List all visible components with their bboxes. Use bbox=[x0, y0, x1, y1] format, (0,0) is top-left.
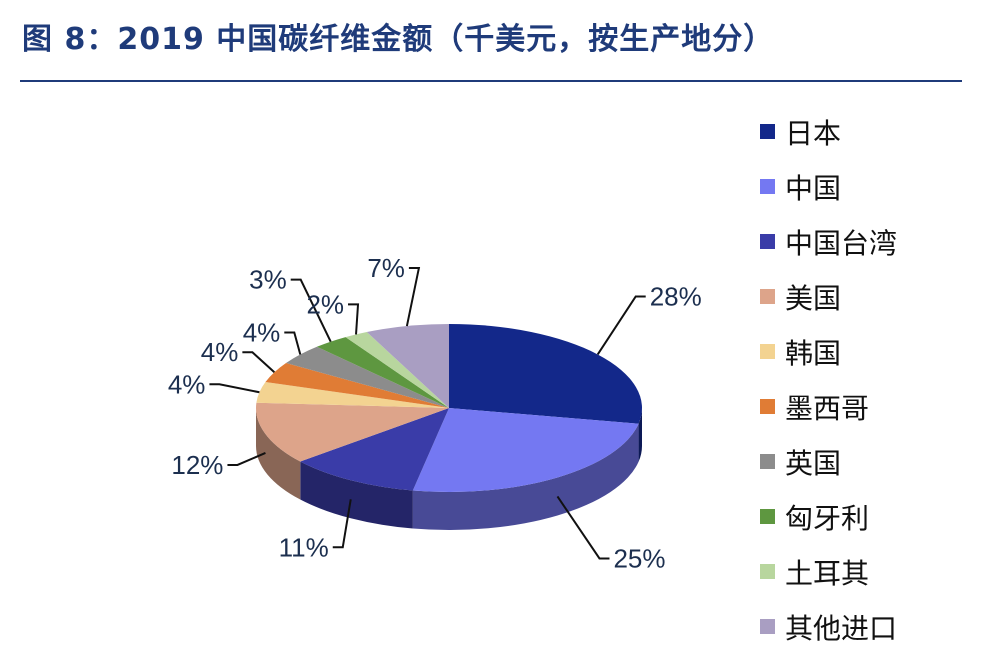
leader-line-美国 bbox=[227, 452, 266, 466]
data-label-英国: 4% bbox=[243, 317, 281, 347]
title-underline bbox=[20, 80, 962, 82]
legend-item: 韩国 bbox=[760, 324, 980, 379]
pie-slice-日本 bbox=[449, 324, 642, 424]
legend-item: 墨西哥 bbox=[760, 379, 980, 434]
leader-line-日本 bbox=[596, 295, 646, 356]
legend-label: 中国 bbox=[785, 171, 842, 205]
legend-item: 中国 bbox=[760, 159, 980, 214]
legend-label: 韩国 bbox=[785, 336, 842, 370]
pie-side-日本 bbox=[638, 408, 642, 462]
legend-swatch bbox=[760, 234, 775, 249]
legend-label: 其他进口 bbox=[785, 611, 898, 645]
legend-swatch bbox=[760, 344, 775, 359]
legend-item: 日本 bbox=[760, 104, 980, 159]
legend-item: 土耳其 bbox=[760, 544, 980, 599]
pie-slice-墨西哥 bbox=[265, 362, 449, 408]
legend-swatch bbox=[760, 454, 775, 469]
pie-slice-中国台湾 bbox=[300, 408, 449, 491]
pie-slice-韩国 bbox=[256, 382, 449, 408]
legend-item: 中国台湾 bbox=[760, 214, 980, 269]
pie-slice-中国 bbox=[412, 408, 639, 492]
pie-side-美国 bbox=[256, 408, 301, 500]
leader-line-墨西哥 bbox=[242, 351, 276, 373]
data-label-中国: 25% bbox=[613, 543, 665, 573]
pie-slice-英国 bbox=[286, 346, 449, 408]
legend-label: 中国台湾 bbox=[785, 226, 898, 260]
legend-item: 匈牙利 bbox=[760, 489, 980, 544]
leader-line-中国台湾 bbox=[332, 499, 352, 549]
legend-swatch bbox=[760, 289, 775, 304]
pie-slice-美国 bbox=[255, 402, 449, 462]
legend-swatch bbox=[760, 564, 775, 579]
legend-swatch bbox=[760, 179, 775, 194]
legend-item: 其他进口 bbox=[760, 599, 980, 654]
pie-slice-土耳其 bbox=[345, 331, 449, 408]
leader-line-韩国 bbox=[209, 383, 260, 394]
pie-leader-lines bbox=[209, 267, 646, 560]
legend-label: 日本 bbox=[785, 116, 842, 150]
pie-slice-匈牙利 bbox=[316, 337, 449, 408]
legend-swatch bbox=[760, 124, 775, 139]
data-label-其他进口: 7% bbox=[367, 253, 405, 283]
data-label-韩国: 4% bbox=[168, 369, 206, 399]
pie-side-中国台湾 bbox=[300, 461, 413, 529]
leader-line-其他进口 bbox=[405, 267, 421, 327]
pie-slice-其他进口 bbox=[366, 324, 449, 408]
legend: 日本中国中国台湾美国韩国墨西哥英国匈牙利土耳其其他进口 bbox=[760, 104, 980, 654]
data-label-匈牙利: 3% bbox=[249, 265, 287, 295]
pie-data-labels: 28%25%11%12%4%4%4%3%2%7% bbox=[168, 253, 702, 573]
legend-item: 英国 bbox=[760, 434, 980, 489]
data-label-美国: 12% bbox=[171, 450, 223, 480]
data-label-墨西哥: 4% bbox=[201, 337, 239, 367]
data-label-土耳其: 2% bbox=[306, 289, 344, 319]
pie-side-中国 bbox=[412, 423, 639, 531]
leader-line-英国 bbox=[284, 331, 302, 355]
leader-line-匈牙利 bbox=[290, 278, 332, 343]
chart-title: 图 8：2019 中国碳纤维金额（千美元，按生产地分） bbox=[22, 22, 775, 57]
data-label-中国台湾: 11% bbox=[279, 532, 329, 562]
legend-label: 墨西哥 bbox=[785, 391, 870, 425]
pie-side-walls bbox=[256, 408, 642, 531]
data-label-日本: 28% bbox=[650, 281, 702, 311]
leader-line-中国 bbox=[556, 495, 610, 560]
legend-item: 美国 bbox=[760, 269, 980, 324]
legend-swatch bbox=[760, 399, 775, 414]
legend-label: 匈牙利 bbox=[785, 501, 870, 535]
leader-line-土耳其 bbox=[348, 303, 360, 335]
legend-swatch bbox=[760, 509, 775, 524]
legend-swatch bbox=[760, 619, 775, 634]
pie-top-slices bbox=[255, 324, 642, 492]
legend-label: 美国 bbox=[785, 281, 842, 315]
legend-label: 土耳其 bbox=[785, 556, 870, 590]
legend-label: 英国 bbox=[785, 446, 842, 480]
